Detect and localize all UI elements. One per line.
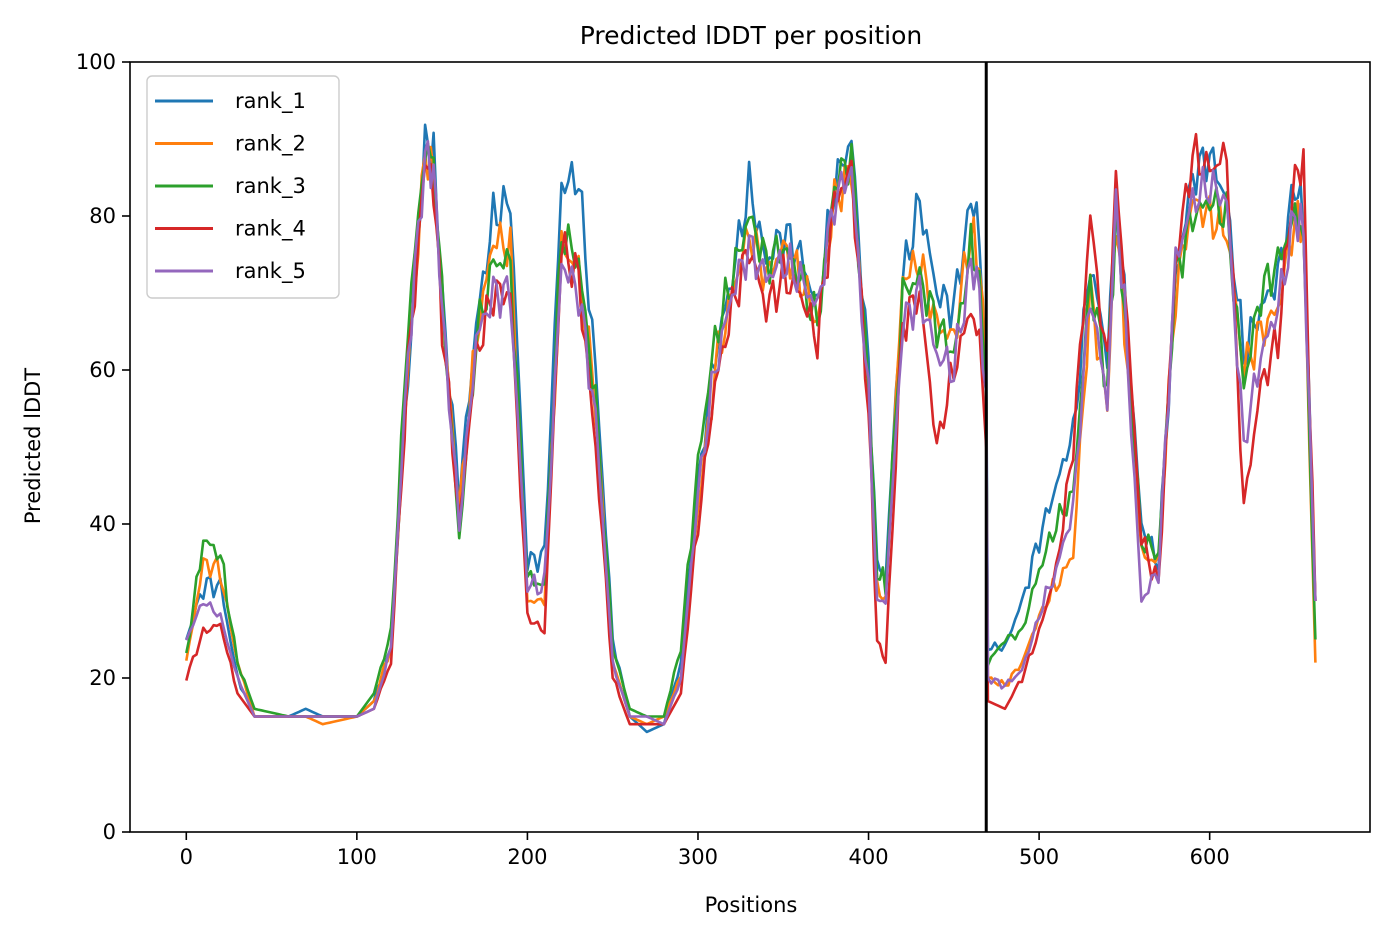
y-tick-label: 80 bbox=[89, 204, 116, 228]
x-tick-label: 0 bbox=[180, 845, 193, 869]
y-tick-label: 100 bbox=[76, 50, 116, 74]
x-axis-title: Positions bbox=[705, 893, 798, 917]
y-tick-label: 0 bbox=[103, 820, 116, 844]
x-tick-label: 200 bbox=[507, 845, 547, 869]
series-line-rank-3 bbox=[185, 142, 1317, 718]
x-tick-label: 400 bbox=[848, 845, 888, 869]
x-tick-label: 500 bbox=[1019, 845, 1059, 869]
series-line-rank-2 bbox=[185, 145, 1317, 726]
legend: rank_1 rank_2 rank_3 rank_4 rank_5 bbox=[146, 75, 340, 299]
plot-area bbox=[185, 62, 1317, 832]
y-tick-label: 20 bbox=[89, 666, 116, 690]
axes: 0 100 200 300 400 500 600 0 20 40 60 80 100 bbox=[76, 50, 1371, 869]
legend-label-rank-2: rank_2 bbox=[235, 132, 306, 157]
x-tick-label: 100 bbox=[337, 845, 377, 869]
legend-label-rank-3: rank_3 bbox=[235, 174, 306, 199]
legend-label-rank-4: rank_4 bbox=[235, 217, 306, 242]
y-axis-title: Predicted lDDT bbox=[21, 368, 45, 524]
legend-label-rank-1: rank_1 bbox=[235, 89, 306, 114]
series-line-rank-5 bbox=[185, 139, 1317, 726]
axes-frame bbox=[129, 61, 1371, 833]
legend-box bbox=[146, 75, 340, 299]
series-line-rank-4 bbox=[185, 132, 1317, 726]
legend-label-rank-5: rank_5 bbox=[235, 259, 306, 284]
x-tick-label: 600 bbox=[1190, 845, 1230, 869]
chart-title: Predicted lDDT per position bbox=[580, 21, 922, 50]
y-tick-label: 60 bbox=[89, 358, 116, 382]
x-tick-label: 300 bbox=[678, 845, 718, 869]
y-tick-label: 40 bbox=[89, 512, 116, 536]
